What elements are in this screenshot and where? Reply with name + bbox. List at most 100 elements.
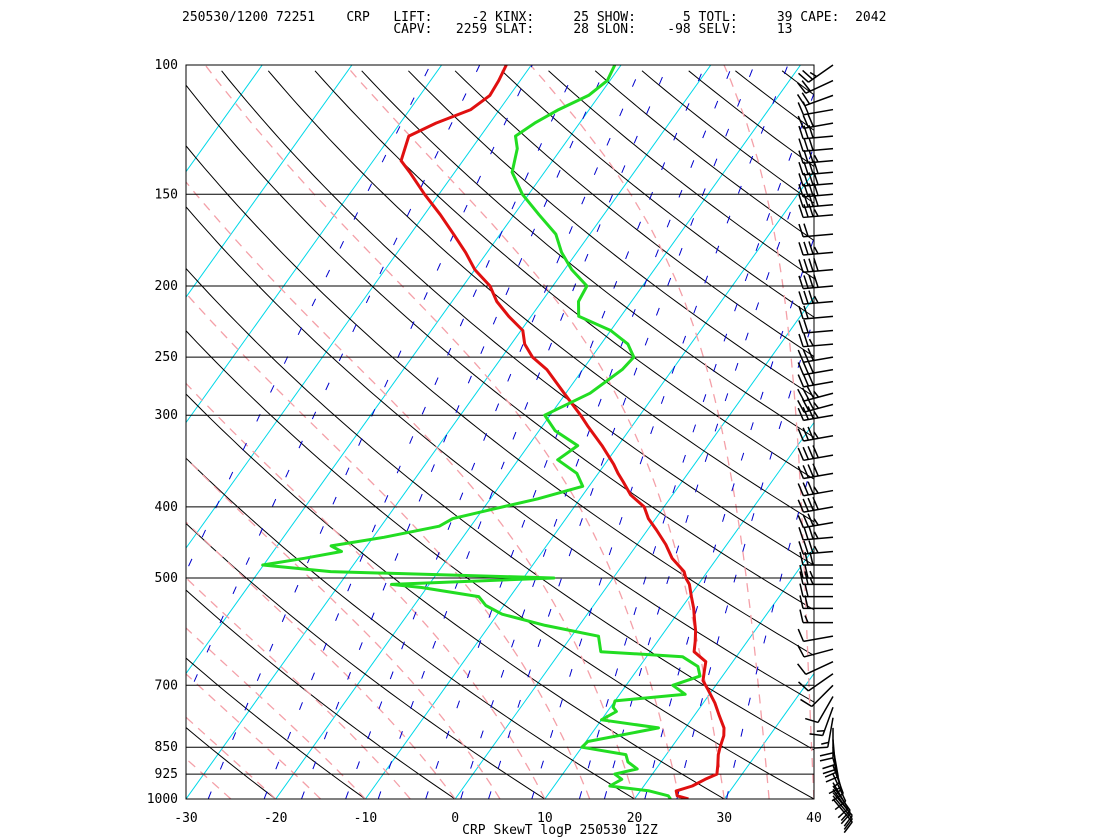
wind-barb-feather bbox=[813, 274, 819, 288]
wind-barb-feather bbox=[803, 223, 809, 237]
wind-barb-feather bbox=[828, 786, 842, 795]
wind-barb-feather bbox=[807, 372, 814, 386]
wind-barb-feather bbox=[803, 290, 809, 304]
wind-barb-feather bbox=[801, 387, 810, 401]
wind-barb-feather bbox=[807, 481, 814, 495]
wind-barb-staff bbox=[803, 648, 834, 658]
mixing-ratio-line bbox=[460, 65, 733, 799]
wind-barb-feather bbox=[797, 447, 805, 461]
moist-adiabat-line bbox=[204, 65, 681, 799]
wind-barb-feather bbox=[807, 360, 814, 374]
wind-barb-feather bbox=[808, 526, 814, 540]
dewpoint-profile-line bbox=[261, 65, 702, 799]
wind-barb-feather bbox=[797, 428, 805, 442]
wind-barb-feather bbox=[808, 338, 814, 347]
dry-adiabat-line bbox=[221, 70, 814, 566]
wind-barb bbox=[799, 609, 833, 624]
wind-barb-feather bbox=[797, 483, 805, 497]
wind-barb-feather bbox=[799, 564, 804, 579]
wind-barb bbox=[797, 660, 834, 676]
moist-adiabat-line bbox=[186, 521, 456, 799]
wind-barb-feather bbox=[798, 72, 809, 83]
wind-barb-feather bbox=[813, 401, 820, 409]
wind-barb bbox=[798, 223, 834, 238]
wind-barb-feather bbox=[813, 531, 819, 539]
dry-adiabat-line bbox=[688, 70, 814, 168]
wind-barb-feather bbox=[807, 406, 814, 419]
wind-barb-feather bbox=[799, 595, 804, 609]
wind-barb-feather bbox=[797, 644, 805, 658]
wind-barb-feather bbox=[803, 258, 809, 273]
wind-barb-feather bbox=[808, 203, 814, 217]
wind-barb bbox=[798, 319, 834, 334]
mixing-ratio-line bbox=[676, 316, 814, 799]
wind-barb-feather bbox=[807, 446, 814, 459]
wind-barb-feather bbox=[803, 137, 809, 152]
wind-barb-feather bbox=[809, 551, 814, 566]
wind-barb-feather bbox=[813, 545, 819, 554]
pressure-tick-label: 500 bbox=[155, 571, 178, 586]
dry-adiabat-line bbox=[548, 70, 814, 280]
wind-barb-feather bbox=[802, 514, 810, 528]
wind-barb-feather bbox=[812, 463, 819, 477]
wind-barb bbox=[797, 386, 834, 402]
wind-barb-feather bbox=[813, 246, 819, 255]
wind-barb-feather bbox=[802, 465, 810, 478]
wind-barb-feather bbox=[797, 349, 805, 363]
wind-barb-feather bbox=[803, 540, 809, 554]
moist-adiabat-line bbox=[186, 627, 366, 799]
chart-title: CRP SkewT logP 250530 12Z bbox=[462, 823, 658, 838]
isotherm-line bbox=[813, 798, 814, 799]
dry-adiabat-line bbox=[501, 70, 814, 318]
wind-barb-feather bbox=[807, 426, 814, 440]
wind-barb-feather bbox=[798, 173, 804, 187]
dry-adiabat-line bbox=[186, 206, 814, 703]
wind-barb-feather bbox=[837, 808, 849, 819]
temperature-tick-label: 40 bbox=[806, 811, 822, 826]
wind-barb-feather bbox=[843, 815, 853, 827]
wind-barb bbox=[832, 798, 853, 834]
isotherm-line bbox=[0, 65, 173, 799]
wind-barb bbox=[798, 64, 834, 83]
isotherm-line bbox=[186, 65, 353, 298]
moist-adiabat-line bbox=[186, 180, 636, 799]
wind-barb bbox=[797, 372, 834, 388]
isotherm-line bbox=[186, 65, 532, 549]
wind-barb-feather bbox=[798, 150, 804, 164]
wind-barb bbox=[805, 696, 834, 724]
wind-barbs bbox=[796, 64, 853, 834]
dry-adiabat-line bbox=[267, 70, 814, 523]
wind-barb-feather bbox=[808, 137, 814, 151]
temperature-tick-label: 20 bbox=[627, 811, 643, 826]
wind-barb-feather bbox=[798, 125, 804, 139]
temperature-tick-label: -10 bbox=[354, 811, 377, 826]
pressure-tick-label: 1000 bbox=[147, 792, 178, 807]
wind-barb-feather bbox=[808, 274, 814, 288]
wind-barb-feather bbox=[808, 241, 814, 255]
wind-barb bbox=[798, 526, 834, 541]
wind-barb-feather bbox=[821, 741, 829, 745]
wind-barb-feather bbox=[801, 92, 811, 105]
wind-barb-feather bbox=[822, 763, 836, 770]
wind-barb-feather bbox=[797, 374, 805, 388]
wind-barb-feather bbox=[809, 733, 823, 737]
dry-adiabat-line bbox=[0, 71, 96, 799]
wind-barb-feather bbox=[799, 583, 804, 597]
moist-adiabat-line bbox=[345, 65, 725, 799]
mixing-ratio-line bbox=[301, 65, 608, 799]
wind-barb-feather bbox=[798, 242, 804, 256]
moist-adiabat-line bbox=[529, 65, 770, 799]
isotherm-line bbox=[454, 296, 814, 799]
wind-barb-staff bbox=[805, 79, 834, 94]
wind-barb-feather bbox=[804, 615, 809, 623]
mixing-ratio-line bbox=[644, 236, 814, 799]
wind-barb bbox=[797, 114, 834, 130]
wind-barb-feather bbox=[802, 482, 810, 496]
mixing-ratio-line bbox=[603, 145, 814, 799]
isotherm-line bbox=[186, 65, 712, 799]
mixing-ratio-line bbox=[263, 65, 578, 799]
wind-barb-staff bbox=[817, 696, 834, 723]
pressure-tick-label: 200 bbox=[155, 279, 178, 294]
wind-barb bbox=[798, 540, 834, 555]
